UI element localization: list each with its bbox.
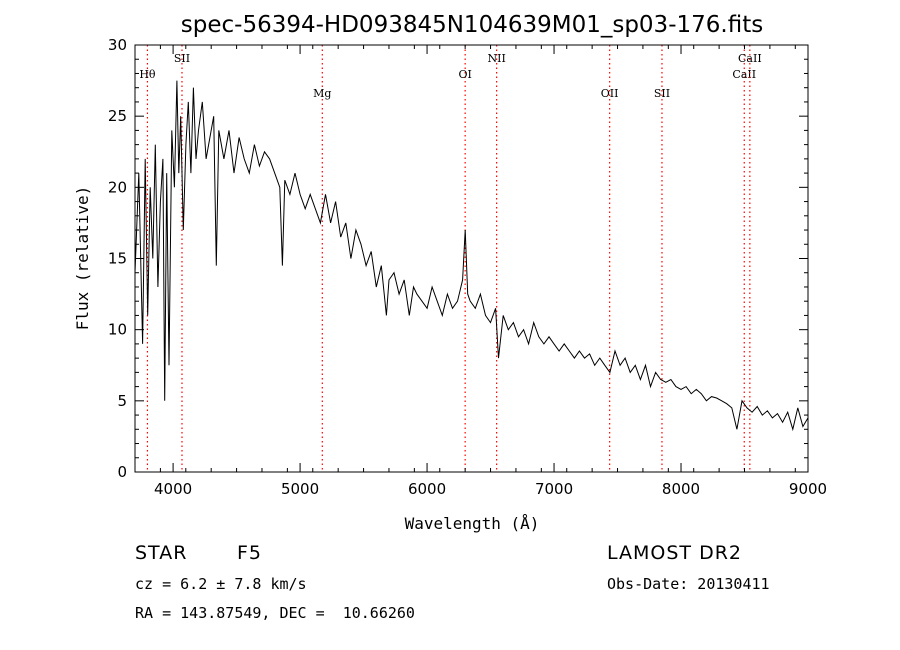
plot-frame	[134, 44, 809, 473]
line-marker-label: Hθ	[139, 68, 156, 81]
coordinates-readout: RA = 143.87549, DEC = 10.66260	[135, 604, 415, 622]
x-axis-label: Wavelength (Å)	[405, 514, 540, 533]
y-tick-label: 15	[108, 250, 127, 268]
x-tick-label: 6000	[408, 480, 446, 498]
x-tick-label: 9000	[789, 480, 827, 498]
line-marker-label: CaII	[738, 52, 762, 65]
y-tick-label: 0	[117, 463, 127, 481]
spectral-subclass: F5	[237, 542, 263, 564]
y-tick-label: 10	[108, 321, 127, 339]
x-tick-label: 5000	[281, 480, 319, 498]
spectrum-line	[134, 80, 809, 432]
x-tick-label: 7000	[535, 480, 573, 498]
x-tick-label: 4000	[154, 480, 192, 498]
line-marker-label: OII	[601, 87, 619, 100]
emission-line-markers: Hθ SII Mg OI NII OII SII CaII CaII	[139, 45, 762, 472]
line-marker-label: OI	[458, 68, 471, 81]
line-marker-label: SII	[654, 87, 670, 100]
chart-title: spec-56394-HD093845N104639M01_sp03-176.f…	[181, 12, 763, 38]
redshift-readout: cz = 6.2 ± 7.8 km/s	[135, 575, 307, 593]
line-marker-label: SII	[174, 52, 190, 65]
y-tick-label: 5	[117, 392, 127, 410]
y-axis-label: Flux (relative)	[73, 186, 92, 331]
survey-name: LAMOST DR2	[607, 542, 742, 564]
observation-date: Obs-Date: 20130411	[607, 575, 770, 593]
y-tick-label: 30	[108, 36, 127, 54]
object-class: STAR	[135, 542, 188, 564]
x-tick-label: 8000	[662, 480, 700, 498]
line-marker-label: NII	[487, 52, 505, 65]
y-tick-label: 25	[108, 107, 127, 125]
line-marker-label: Mg	[313, 87, 331, 100]
line-marker-label: CaII	[732, 68, 756, 81]
y-tick-label: 20	[108, 178, 127, 196]
axes: 4000 5000 6000 7000 8000 9000 0 5 10 15 20 25 30	[108, 36, 827, 498]
